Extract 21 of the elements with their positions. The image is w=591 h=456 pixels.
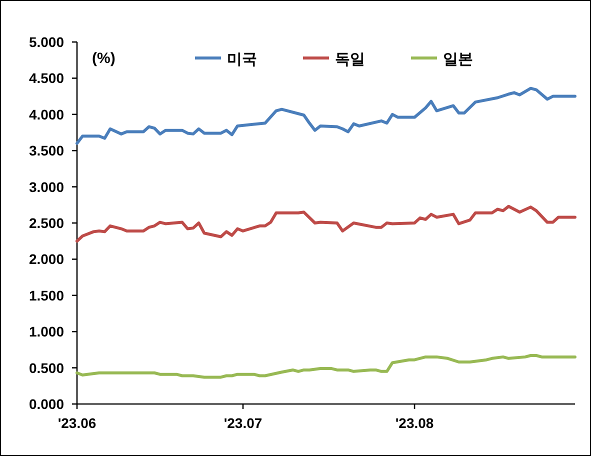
x-tick-label: '23.06 bbox=[58, 415, 96, 431]
y-tick-label: 2.000 bbox=[28, 251, 64, 268]
line-series bbox=[76, 354, 576, 379]
y-tick-label: 3.000 bbox=[28, 178, 64, 195]
y-tick-label: 4.500 bbox=[28, 70, 64, 86]
y-tick-label: 4.000 bbox=[28, 106, 64, 122]
legend-label: 독일 bbox=[335, 51, 365, 68]
legend-label: 일본 bbox=[443, 51, 473, 68]
y-tick-label: 3.500 bbox=[28, 142, 64, 159]
y-tick-label: 5.000 bbox=[28, 34, 64, 50]
line-series bbox=[76, 86, 576, 145]
y-tick-label: 1.500 bbox=[28, 287, 64, 304]
y-tick-label: 2.500 bbox=[28, 215, 64, 231]
x-tick-label: '23.08 bbox=[395, 415, 434, 431]
y-tick-label: 0.000 bbox=[28, 396, 64, 412]
x-tick-label: '23.07 bbox=[224, 415, 262, 431]
legend-label: 미국 bbox=[227, 51, 257, 68]
y-tick-label: 0.500 bbox=[28, 360, 64, 376]
line-series bbox=[76, 204, 576, 243]
annotation: (%) bbox=[92, 50, 116, 67]
y-tick-label: 1.000 bbox=[28, 324, 64, 340]
